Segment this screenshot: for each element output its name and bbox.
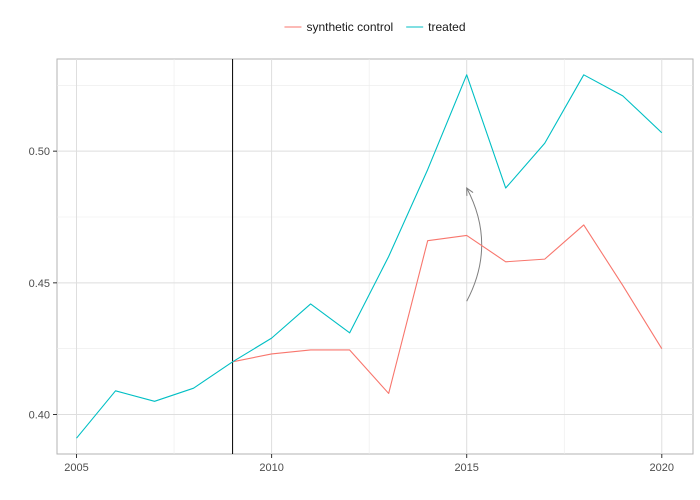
y-tick-label: 0.40 (29, 410, 50, 422)
plot-panel (56, 58, 694, 455)
x-tick-label: 2005 (64, 462, 88, 474)
arrowhead (466, 187, 474, 196)
series-line-treated (76, 74, 663, 439)
legend-label-synthetic-control: synthetic control (306, 20, 393, 34)
x-tick-label: 2015 (454, 462, 478, 474)
legend-label-treated: treated (428, 20, 465, 34)
x-tick-label: 2010 (259, 462, 283, 474)
minor-gridlines (57, 59, 693, 454)
annotations (232, 59, 483, 454)
x-axis: 2005 2010 2015 2020 (64, 454, 674, 474)
y-tick-label: 0.45 (29, 278, 50, 290)
series-lines (76, 74, 663, 439)
x-tick-label: 2020 (650, 462, 674, 474)
legend: synthetic control treated (284, 20, 466, 34)
series-line-synthetic-control (232, 224, 663, 394)
y-tick-label: 0.50 (29, 146, 50, 158)
y-axis: 0.40 0.45 0.50 (29, 146, 57, 422)
effect-arrow (466, 187, 483, 302)
